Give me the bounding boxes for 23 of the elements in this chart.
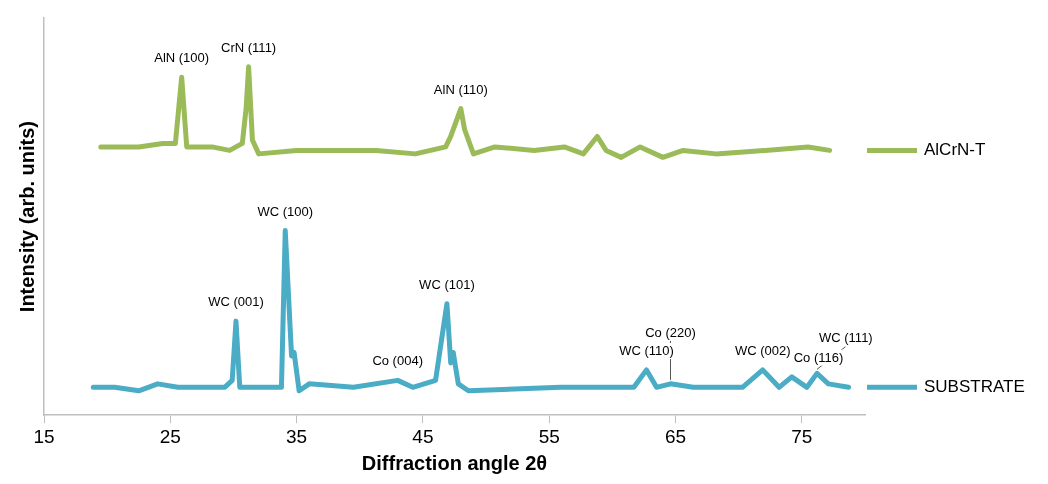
annotation: WC (111) [819,330,873,346]
annotation: Co (220) [645,324,696,340]
annotation: WC (001) [208,294,264,310]
y-axis-title: Intensity (arb. units) [15,121,38,313]
annotation: WC (101) [419,276,475,292]
annotation: Co (004) [372,353,423,369]
annotation: WC (002) [734,342,791,358]
x-tick-label: 15 [33,425,55,447]
annotation: Co (116) [793,349,844,365]
annotation: AlN (100) [154,50,210,66]
annotation: CrN (111) [221,39,277,55]
legend-label: SUBSTRATE [924,377,1025,397]
x-tick-label: 35 [286,425,308,447]
x-tick-label: 45 [412,425,434,447]
legend-label: AlCrN-T [924,140,986,160]
annotation: WC (100) [257,203,314,219]
x-tick-label: 55 [538,425,560,447]
x-tick-label: 65 [664,425,687,447]
annotation: AlN (110) [433,81,488,97]
x-tick-label: 75 [791,425,813,447]
x-tick-label: 25 [159,425,181,447]
annotation: WC (110) [619,342,674,358]
x-axis-title: Diffraction angle 2θ [361,451,548,474]
